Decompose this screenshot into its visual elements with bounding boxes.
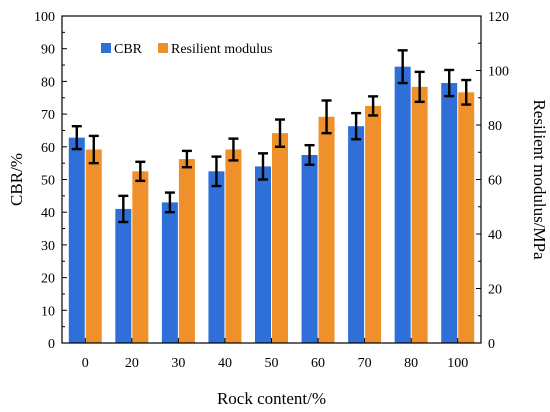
- y-left-tick-label: 80: [41, 75, 55, 90]
- y-left-tick-label: 20: [41, 272, 55, 287]
- bar-resilient-modulus-50: [272, 133, 288, 343]
- y-left-tick-label: 90: [41, 43, 55, 58]
- bar-resilient-modulus-30: [178, 159, 195, 343]
- y-left-tick-label: 100: [34, 10, 55, 25]
- error-bars-layer: [71, 49, 472, 224]
- legend-swatch-resilient-modulus: [158, 43, 168, 53]
- bar-cbr-60: [301, 154, 318, 343]
- bar-cbr-40: [208, 171, 225, 343]
- x-tick-label: 70: [358, 356, 372, 371]
- x-tick-label: 40: [218, 356, 232, 371]
- bar-cbr-100: [441, 83, 458, 343]
- tick-labels-layer: 0 10 20 30 40 50 60 70 80 90 100 0 20 40 60 80 100 120 0 20…: [34, 10, 509, 371]
- x-axis-title: Rock content/%: [217, 389, 326, 408]
- y-right-tick-label: 120: [488, 10, 509, 25]
- bar-resilient-modulus-70: [365, 105, 382, 343]
- x-tick-label: 0: [82, 356, 89, 371]
- bar-cbr-0: [68, 137, 85, 343]
- bar-resilient-modulus-60: [318, 116, 335, 343]
- y-left-tick-label: 10: [41, 304, 55, 319]
- x-tick-label: 60: [311, 356, 325, 371]
- legend-swatch-cbr: [101, 43, 111, 53]
- bar-resilient-modulus-40: [225, 149, 242, 343]
- bar-cbr-70: [348, 126, 365, 343]
- bar-cbr-20: [115, 208, 132, 343]
- y-right-tick-label: 20: [488, 283, 502, 298]
- y-axis-right-title: Resilient modulus/MPa: [530, 99, 549, 260]
- y-right-tick-label: 80: [488, 119, 502, 134]
- y-left-tick-label: 70: [41, 108, 55, 123]
- bar-cbr-50: [255, 166, 271, 343]
- legend: CBR Resilient modulus: [101, 42, 273, 57]
- x-tick-label: 20: [125, 356, 139, 371]
- y-left-tick-label: 60: [41, 141, 55, 156]
- legend-label-resilient-modulus: Resilient modulus: [171, 42, 273, 57]
- bar-resilient-modulus-0: [85, 149, 102, 343]
- x-tick-label: 100: [447, 356, 468, 371]
- y-left-tick-label: 40: [41, 206, 55, 221]
- bar-resilient-modulus-100: [458, 92, 475, 343]
- legend-label-cbr: CBR: [114, 42, 143, 57]
- bars-layer: [68, 66, 475, 343]
- bar-resilient-modulus-20: [132, 171, 149, 343]
- bar-cbr-80: [394, 66, 411, 343]
- x-tick-label: 30: [171, 356, 185, 371]
- y-left-tick-label: 50: [41, 174, 55, 189]
- bar-cbr-30: [161, 202, 178, 343]
- ticks-layer: [62, 15, 481, 344]
- y-right-tick-label: 40: [488, 228, 502, 243]
- y-right-tick-label: 0: [488, 337, 495, 352]
- y-left-tick-label: 30: [41, 239, 55, 254]
- y-left-tick-label: 0: [48, 337, 55, 352]
- bar-resilient-modulus-80: [411, 86, 428, 343]
- y-axis-left-title: CBR/%: [7, 153, 26, 206]
- y-right-tick-label: 100: [488, 65, 509, 80]
- x-tick-label: 80: [404, 356, 418, 371]
- x-tick-label: 50: [265, 356, 279, 371]
- y-right-tick-label: 60: [488, 174, 502, 189]
